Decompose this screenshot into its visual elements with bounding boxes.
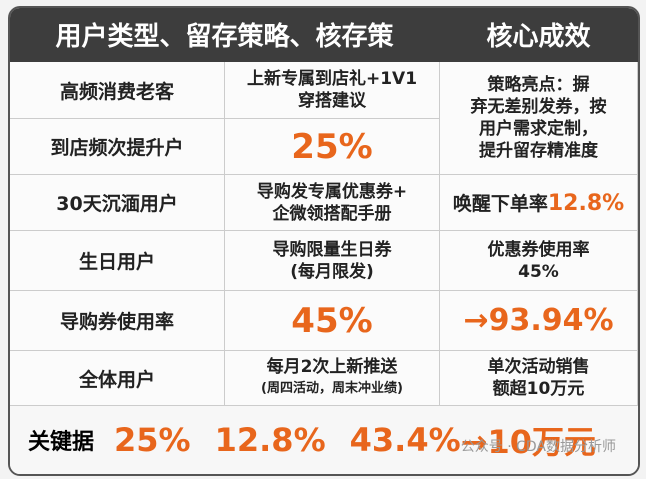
type-cell: 全体用户 [10,351,225,406]
effect-value: 12.8% [547,191,625,216]
footer-label: 关键据 [28,430,95,455]
line: 企微领搭配手册 [272,203,392,224]
footer-item: 12.8% [214,421,326,459]
effect-cell: 优惠券使用率 45% [440,231,638,291]
type-cell: 到店频次提升户 [10,119,225,175]
effect-value: →93.94% [440,291,638,351]
effect-text: 唤醒下单率 [452,193,548,215]
line: 45% [518,261,559,282]
effect-cell: 唤醒下单率 12.8% [440,175,638,231]
type-cell: 导购券使用率 [10,291,225,351]
strategy-cell: 导购发专属优惠券+ 企微领搭配手册 [225,175,440,231]
line: 用户需求定制， [479,119,598,139]
strategy-value: 45% [225,291,440,351]
line: 每月2次上新推送 [266,357,398,377]
line: 优惠券使用率 [487,239,590,260]
type-cell: 生日用户 [10,231,225,291]
effect-cell: 单次活动销售 额超10万元 [440,351,638,406]
line: (每月限发) [290,261,374,282]
line: 单次活动销售 [487,357,590,377]
header-right: 核心成效 [440,8,638,62]
line: 提升留存精准度 [479,141,598,161]
line: 上新专属到店礼+1V1 [246,69,418,89]
line: 弃无差别发券，按 [470,97,607,117]
footer: 关键据 25% 12.8% 43.4% →10万元 [10,406,638,474]
header-left: 用户类型、留存策略、核存策 [10,8,440,62]
highlight-cell: 策略亮点：摒 弃无差别发券，按 用户需求定制， 提升留存精准度 [440,62,638,175]
line: 额超10万元 [492,379,585,399]
watermark: 公众号 · CDA数据分析师 [460,439,616,455]
line: 导购限量生日券 [272,239,392,260]
strategy-cell: 导购限量生日券 (每月限发) [225,231,440,291]
footer-item: 25% [114,421,191,459]
table: 用户类型、留存策略、核存策 核心成效 高频消费老客 上新专属到店礼+1V1 穿搭建… [8,6,640,476]
type-cell: 30天沉湎用户 [10,175,225,231]
strategy-cell: 每月2次上新推送 (周四活动，周末冲业绩) [225,351,440,406]
line: 导购发专属优惠券+ [256,181,408,202]
line: (周四活动，周末冲业绩) [261,381,403,396]
line: 穿搭建议 [298,91,366,111]
footer-item: →10万元 [460,423,596,461]
line: 策略亮点：摒 [487,75,590,95]
type-cell: 高频消费老客 [10,62,225,119]
strategy-cell: 上新专属到店礼+1V1 穿搭建议 [225,62,440,119]
footer-item: 43.4% [349,421,461,459]
strategy-value: 25% [225,119,440,175]
